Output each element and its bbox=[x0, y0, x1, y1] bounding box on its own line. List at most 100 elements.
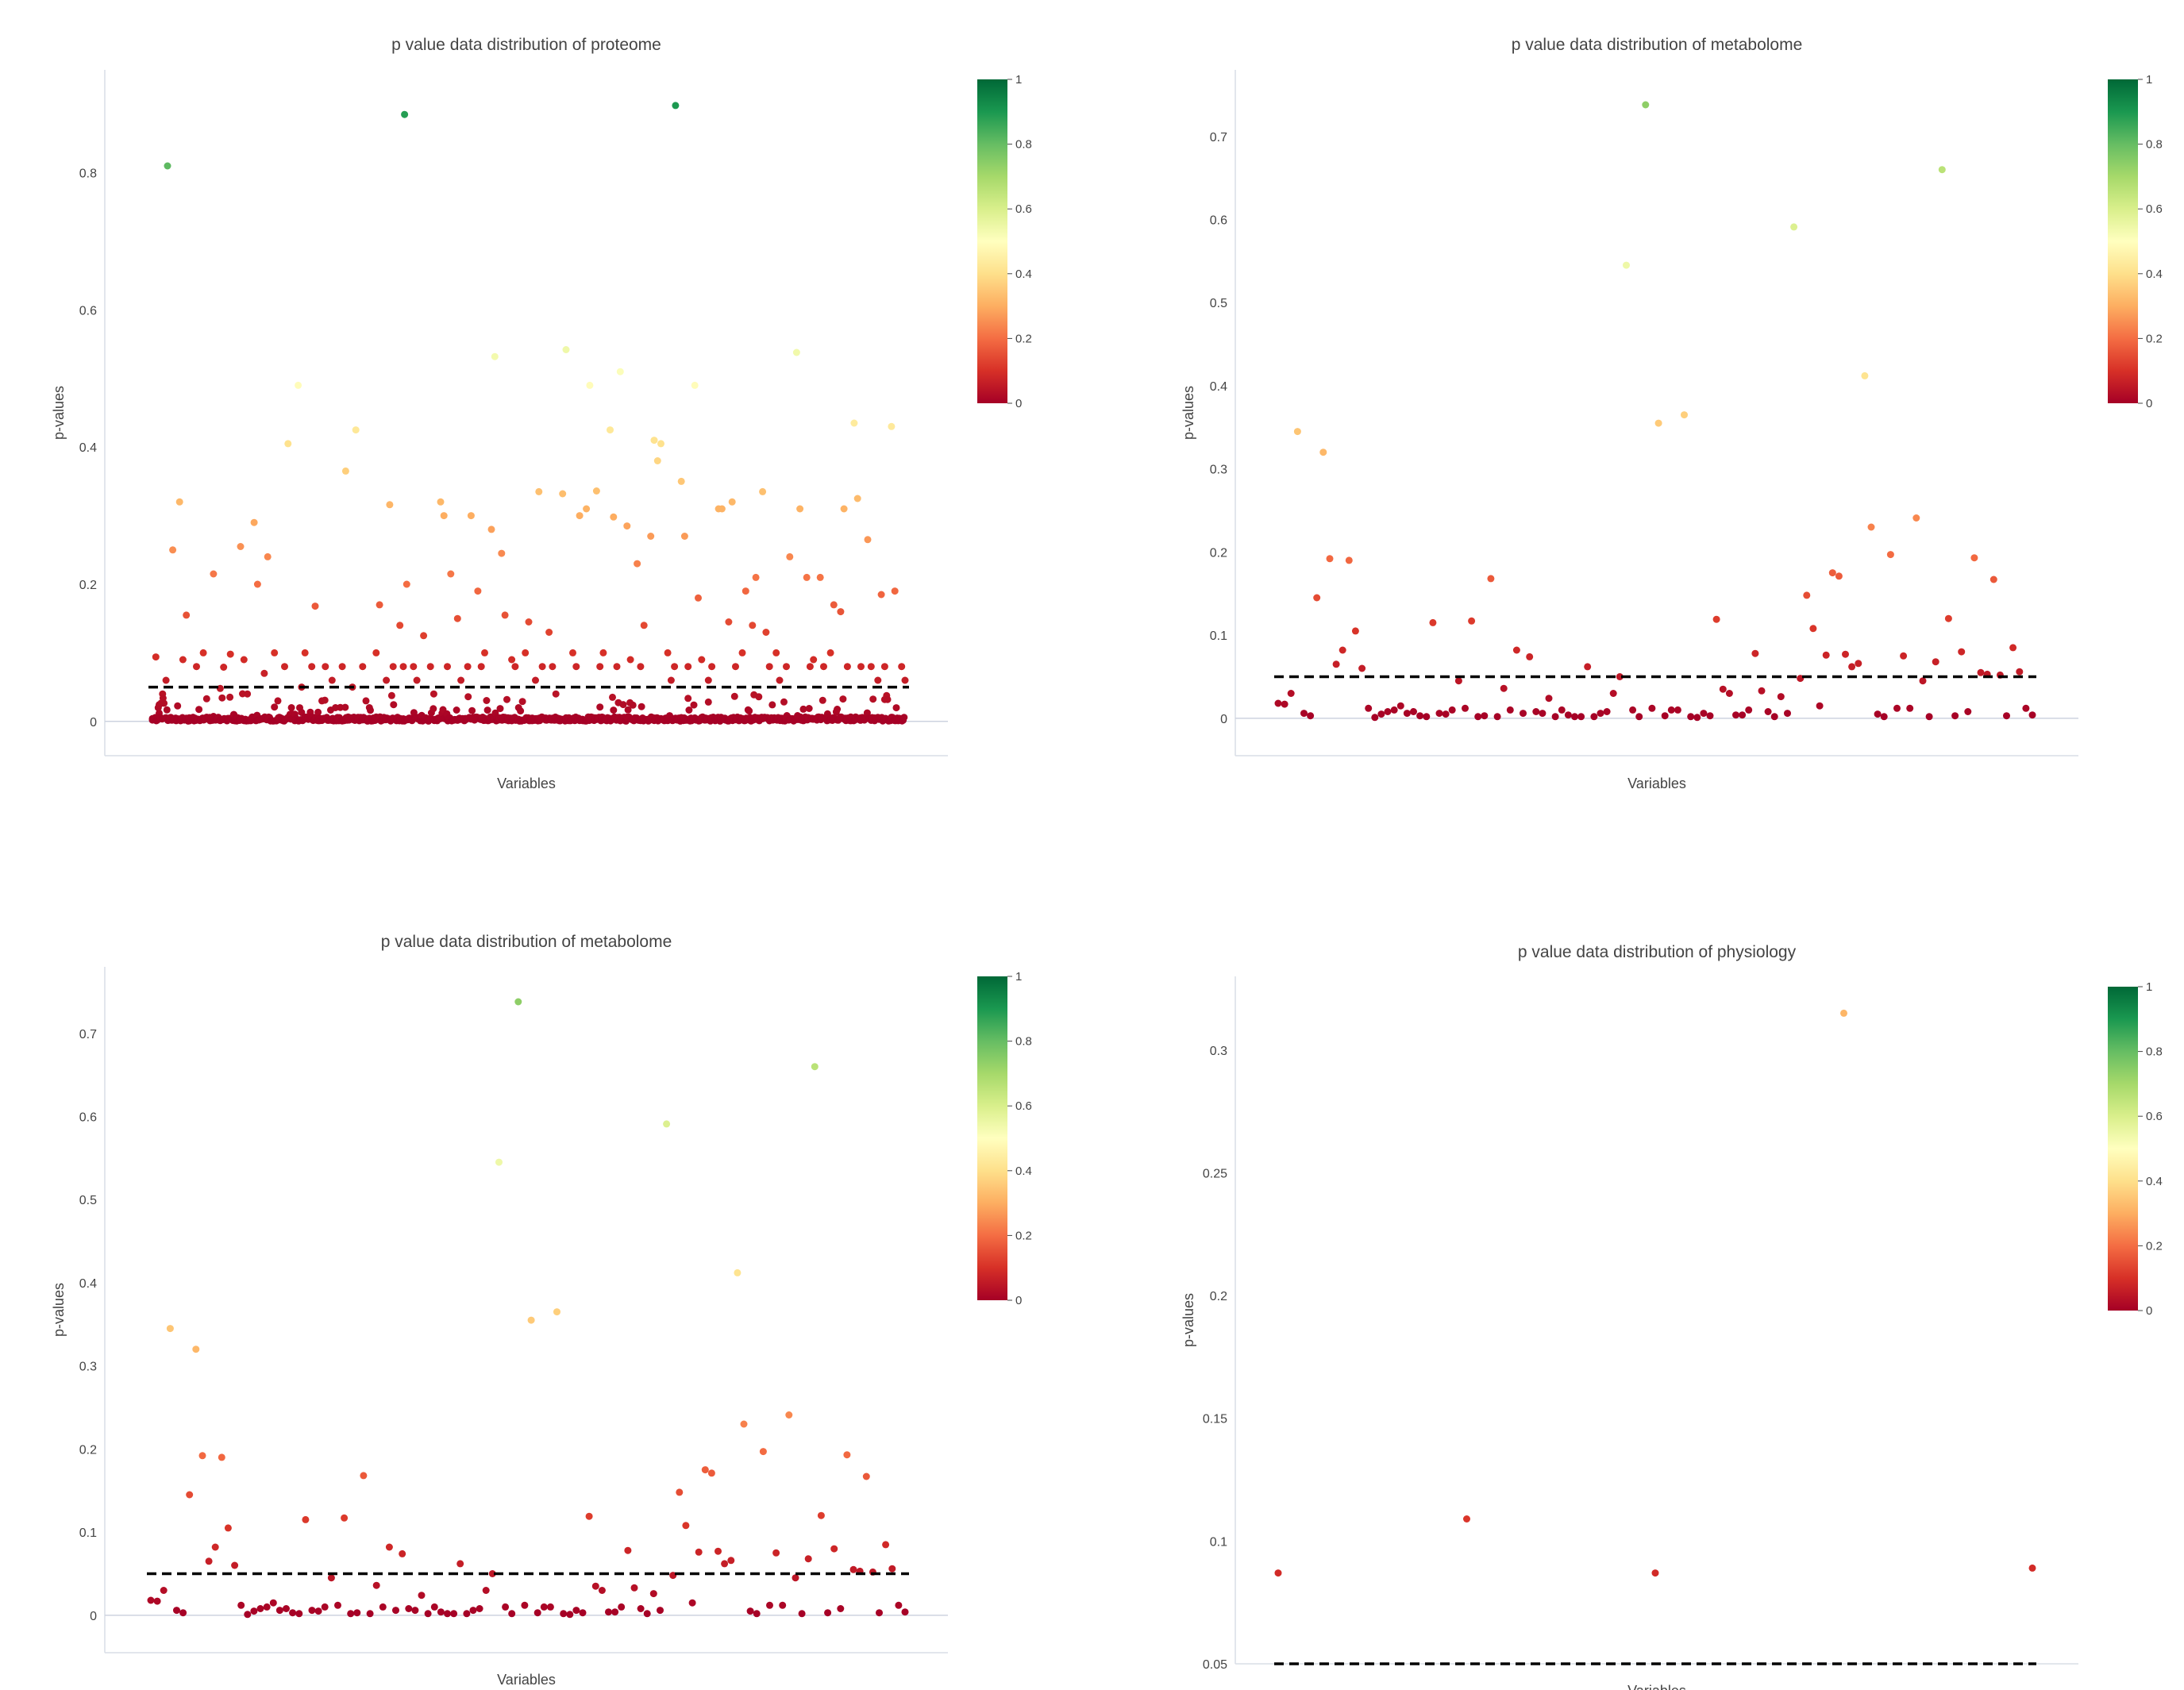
data-point bbox=[386, 501, 394, 509]
data-point bbox=[1712, 615, 1720, 623]
data-point bbox=[164, 162, 171, 170]
data-point bbox=[275, 1607, 283, 1615]
data-point bbox=[667, 676, 675, 684]
y-tick-label: 0 bbox=[90, 716, 97, 730]
data-point bbox=[880, 663, 888, 671]
data-point bbox=[891, 587, 899, 595]
data-point bbox=[772, 649, 780, 656]
data-point bbox=[867, 663, 875, 671]
y-tick-label: 0.4 bbox=[79, 1277, 97, 1291]
data-point bbox=[271, 703, 279, 711]
data-point bbox=[624, 706, 632, 714]
data-point bbox=[1396, 702, 1404, 710]
data-point bbox=[202, 695, 210, 703]
data-point bbox=[322, 663, 329, 671]
data-point bbox=[1365, 704, 1373, 712]
data-point bbox=[1642, 101, 1650, 109]
colorbar-tick-label: 0.2 bbox=[1015, 1229, 1032, 1242]
data-point bbox=[766, 1601, 773, 1609]
data-point bbox=[576, 512, 584, 520]
data-point bbox=[819, 696, 826, 704]
data-point bbox=[166, 1325, 174, 1333]
data-point bbox=[1454, 677, 1462, 685]
data-point bbox=[1970, 554, 1978, 562]
data-point bbox=[560, 1610, 568, 1618]
colorbar bbox=[977, 79, 1007, 403]
data-point bbox=[798, 1610, 806, 1618]
data-point bbox=[572, 663, 580, 671]
data-point bbox=[287, 704, 295, 711]
data-point bbox=[308, 663, 316, 671]
data-point bbox=[179, 656, 187, 664]
data-point bbox=[483, 706, 491, 714]
data-point bbox=[1861, 371, 1869, 379]
data-point bbox=[1874, 710, 1882, 718]
data-point bbox=[453, 614, 461, 622]
data-point bbox=[680, 533, 688, 540]
data-point bbox=[263, 1603, 271, 1611]
data-point bbox=[857, 663, 865, 671]
data-point bbox=[376, 601, 383, 609]
data-point bbox=[390, 701, 398, 709]
data-point bbox=[1906, 704, 1914, 712]
data-point bbox=[759, 487, 767, 495]
data-point bbox=[759, 1448, 767, 1456]
data-point bbox=[559, 490, 567, 498]
data-point bbox=[1307, 712, 1315, 720]
data-point bbox=[1345, 556, 1353, 564]
data-point bbox=[1822, 651, 1830, 659]
data-point bbox=[623, 522, 631, 530]
data-point bbox=[1539, 710, 1547, 718]
data-point bbox=[549, 663, 557, 671]
data-point bbox=[327, 1574, 335, 1582]
data-point bbox=[1319, 448, 1327, 456]
y-tick-label: 0.15 bbox=[1203, 1413, 1227, 1426]
data-point bbox=[334, 1601, 341, 1609]
data-point bbox=[264, 552, 272, 560]
data-point bbox=[616, 368, 624, 375]
y-tick-label: 0.6 bbox=[79, 304, 97, 318]
data-point bbox=[169, 546, 177, 554]
y-tick-label: 0 bbox=[90, 1610, 97, 1623]
data-point bbox=[643, 1610, 651, 1618]
data-point bbox=[511, 663, 519, 671]
data-point bbox=[1493, 713, 1501, 721]
data-point bbox=[476, 1605, 483, 1612]
data-point bbox=[495, 1158, 503, 1166]
data-point bbox=[619, 701, 627, 709]
data-point bbox=[327, 706, 334, 714]
data-point bbox=[237, 1601, 245, 1609]
data-point bbox=[830, 601, 838, 609]
y-tick-label: 0.3 bbox=[1210, 1045, 1227, 1058]
data-point bbox=[183, 611, 191, 619]
data-point bbox=[1809, 625, 1817, 633]
data-point bbox=[420, 632, 428, 640]
data-point bbox=[192, 1345, 200, 1353]
data-point bbox=[1326, 555, 1334, 563]
data-point bbox=[876, 1609, 883, 1617]
data-point bbox=[715, 1547, 722, 1555]
panel-metabolome-top: 0 0.1 0.2 0.3 0.4 0.5 0.6 0.7 p value data distr… bbox=[1181, 36, 2163, 791]
data-point bbox=[453, 706, 460, 714]
data-point bbox=[1512, 646, 1520, 654]
data-point bbox=[657, 1607, 664, 1615]
data-point bbox=[163, 706, 171, 714]
data-point bbox=[463, 1610, 471, 1618]
data-point bbox=[1900, 652, 1908, 660]
x-axis-label: Variables bbox=[1627, 1683, 1686, 1690]
colorbar-tick-label: 0 bbox=[1015, 1294, 1022, 1307]
data-point bbox=[817, 1511, 825, 1519]
data-point bbox=[1487, 575, 1495, 583]
data-point bbox=[224, 1524, 232, 1532]
data-point bbox=[527, 1316, 535, 1324]
colorbar-tick-label: 1 bbox=[1015, 73, 1022, 87]
data-point bbox=[843, 663, 851, 671]
data-point bbox=[629, 701, 637, 709]
data-point bbox=[569, 649, 576, 656]
data-point bbox=[1867, 523, 1875, 531]
data-point bbox=[210, 570, 218, 578]
data-point bbox=[721, 1560, 729, 1568]
data-point bbox=[253, 580, 261, 588]
data-point bbox=[695, 594, 702, 602]
data-point bbox=[353, 1609, 361, 1617]
